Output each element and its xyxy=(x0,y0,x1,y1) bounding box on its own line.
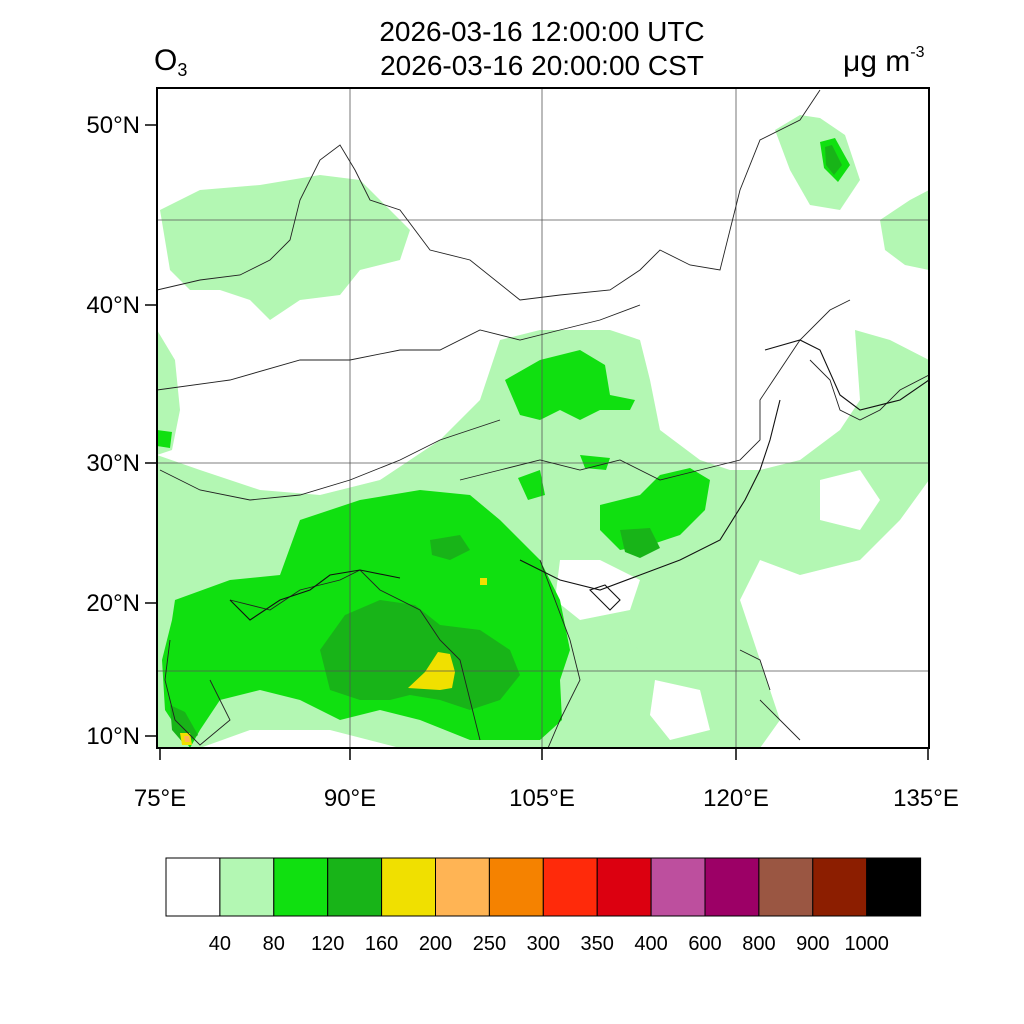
map-title-utc: 2026-03-16 12:00:00 UTC xyxy=(379,16,705,47)
variable-label: O3 xyxy=(154,44,188,80)
colorbar-swatch xyxy=(704,857,760,917)
graticule xyxy=(157,88,929,748)
unit-label: μg m-3 xyxy=(843,44,925,78)
colorbar-label: 120 xyxy=(311,933,344,955)
colorbar-swatch xyxy=(165,857,221,917)
colorbar-swatch xyxy=(435,857,490,917)
colorbar-label: 600 xyxy=(688,933,721,955)
lon-label-105e: 105°E xyxy=(509,785,575,812)
map-title-local: 2026-03-16 20:00:00 CST xyxy=(380,50,704,81)
lat-label-40n: 40°N xyxy=(86,292,140,319)
colorbar-swatch xyxy=(866,857,922,917)
colorbar-swatch xyxy=(812,857,868,917)
lon-label-120e: 120°E xyxy=(703,785,769,812)
colorbar-label: 800 xyxy=(742,933,775,955)
axis-ticks xyxy=(145,124,929,760)
colorbar-swatch xyxy=(273,857,329,917)
lat-label-50n: 50°N xyxy=(86,112,140,139)
field-white-holes xyxy=(555,470,880,740)
colorbar-label: 80 xyxy=(263,933,285,955)
colorbar-label: 300 xyxy=(527,933,560,955)
colorbar-label: 40 xyxy=(209,933,231,955)
map-frame xyxy=(156,87,930,749)
colorbar-label: 900 xyxy=(796,933,829,955)
colorbar-swatch xyxy=(650,857,706,917)
colorbar-label: 200 xyxy=(419,933,452,955)
colorbar-label: 400 xyxy=(634,933,667,955)
lat-label-10n: 10°N xyxy=(86,723,140,750)
colorbar-swatch xyxy=(542,857,598,917)
colorbar-swatch xyxy=(488,857,544,917)
coastline xyxy=(229,339,929,621)
colorbar-swatch xyxy=(219,857,275,917)
colorbar-swatch xyxy=(596,857,652,917)
field-orange xyxy=(184,736,190,742)
concentration-field xyxy=(157,88,929,748)
lon-label-90e: 90°E xyxy=(324,785,376,812)
colorbar-swatch xyxy=(381,857,437,917)
colorbar-label: 160 xyxy=(365,933,398,955)
colorbar-label: 250 xyxy=(473,933,506,955)
colorbar-label: 350 xyxy=(581,933,614,955)
colorbar-swatch xyxy=(327,857,383,917)
lon-label-75e: 75°E xyxy=(134,785,186,812)
lat-label-30n: 30°N xyxy=(86,450,140,477)
lat-label-20n: 20°N xyxy=(86,590,140,617)
field-dark xyxy=(170,145,842,745)
colorbar: 40 80 120 160 200 250 300 350 400 600 800 900 1000 xyxy=(165,857,922,955)
lon-label-135e: 135°E xyxy=(893,785,959,812)
colorbar-swatch xyxy=(758,857,814,917)
colorbar-label: 1000 xyxy=(844,933,889,955)
